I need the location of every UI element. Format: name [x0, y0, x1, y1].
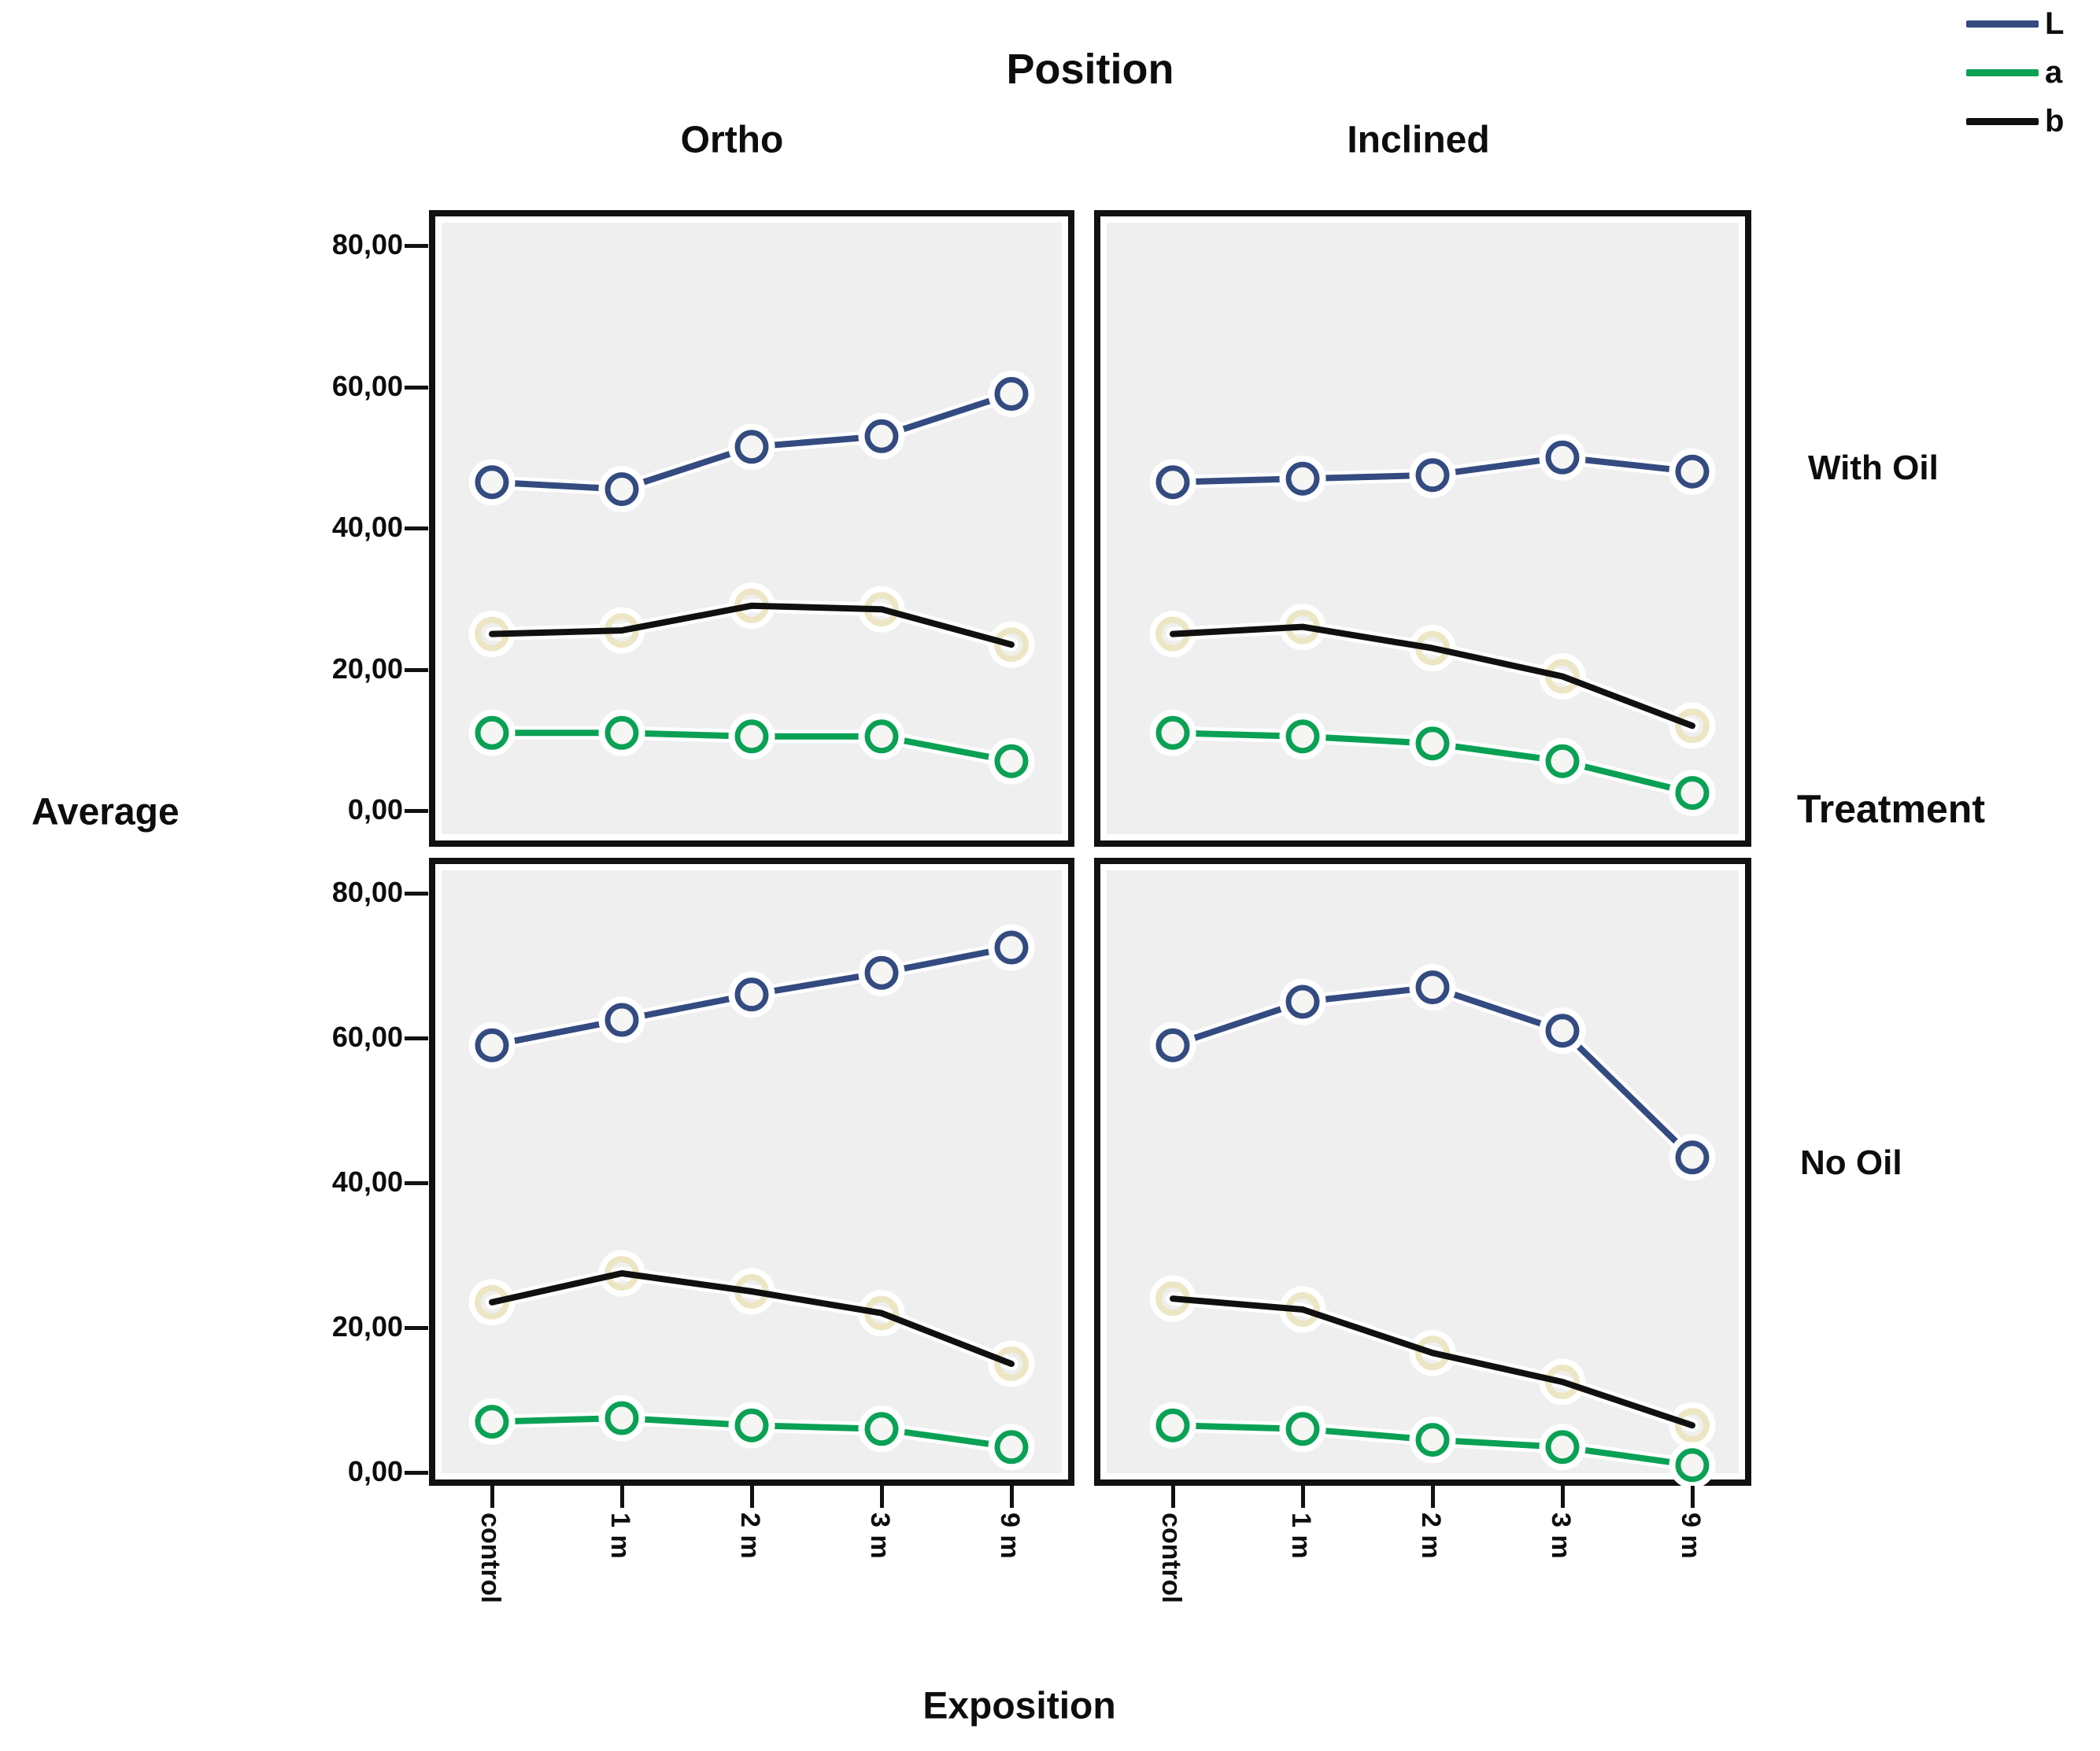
x-axis-title: Exposition [922, 1685, 1116, 1727]
x-tick-label: control [475, 1513, 505, 1604]
x-tick-mark [1431, 1486, 1435, 1508]
y-tick-label: 80,00 [331, 876, 403, 908]
x-tick-mark [620, 1486, 624, 1508]
y-tick-label: 40,00 [331, 511, 403, 543]
x-tick-mark [490, 1486, 494, 1508]
x-tick-label: 9 m [1676, 1513, 1706, 1559]
x-tick-label: 3 m [865, 1513, 895, 1559]
x-tick-mark [880, 1486, 884, 1508]
column-header-ortho: Ortho [680, 119, 784, 161]
y-tick-mark [405, 892, 428, 896]
legend-item-b: b [1966, 104, 2064, 139]
legend-label-b: b [2045, 104, 2065, 139]
y-tick-mark [405, 809, 428, 813]
x-tick-label: control [1156, 1513, 1186, 1604]
panel-inclined-with-oil [1094, 210, 1751, 847]
x-tick-label: 2 m [735, 1513, 765, 1559]
row-header-no-oil: No Oil [1800, 1143, 1902, 1182]
legend: L a b [1966, 6, 2064, 153]
legend-line-L-icon [1966, 20, 2039, 28]
y-tick-mark [405, 668, 428, 672]
y-tick-label: 0,00 [347, 793, 403, 826]
x-tick-mark [1691, 1486, 1695, 1508]
legend-item-L: L [1966, 6, 2064, 41]
y-tick-mark [405, 386, 428, 390]
legend-line-b-icon [1966, 117, 2039, 125]
y-tick-label: 60,00 [331, 1021, 403, 1053]
y-tick-mark [405, 1326, 428, 1330]
panel-ortho-no-oil [429, 858, 1074, 1486]
column-facet-title: Position [1006, 46, 1174, 93]
panel-inclined-no-oil [1094, 858, 1751, 1486]
legend-label-L: L [2045, 6, 2065, 41]
y-tick-mark [405, 1181, 428, 1185]
x-tick-label: 1 m [605, 1513, 635, 1559]
row-facet-title: Treatment [1797, 787, 1985, 831]
x-tick-mark [1171, 1486, 1175, 1508]
x-tick-mark [750, 1486, 754, 1508]
y-tick-mark [405, 244, 428, 248]
y-tick-label: 0,00 [347, 1455, 403, 1487]
legend-label-a: a [2045, 55, 2063, 90]
y-tick-mark [405, 526, 428, 530]
y-tick-label: 20,00 [331, 652, 403, 685]
y-axis-title: Average [31, 791, 179, 833]
y-tick-label: 20,00 [331, 1310, 403, 1343]
x-tick-label: 9 m [995, 1513, 1025, 1559]
y-tick-label: 80,00 [331, 228, 403, 260]
x-tick-label: 3 m [1546, 1513, 1576, 1559]
row-header-with-oil: With Oil [1808, 449, 1939, 487]
column-header-inclined: Inclined [1347, 119, 1490, 161]
legend-line-a-icon [1966, 68, 2039, 76]
x-tick-mark [1301, 1486, 1305, 1508]
y-tick-label: 60,00 [331, 370, 403, 402]
y-tick-label: 40,00 [331, 1165, 403, 1198]
panel-ortho-with-oil [429, 210, 1074, 847]
y-tick-mark [405, 1471, 428, 1475]
x-tick-mark [1561, 1486, 1565, 1508]
legend-item-a: a [1966, 55, 2064, 90]
x-tick-mark [1010, 1486, 1014, 1508]
y-tick-mark [405, 1036, 428, 1040]
x-tick-label: 2 m [1416, 1513, 1446, 1559]
x-tick-label: 1 m [1286, 1513, 1316, 1559]
